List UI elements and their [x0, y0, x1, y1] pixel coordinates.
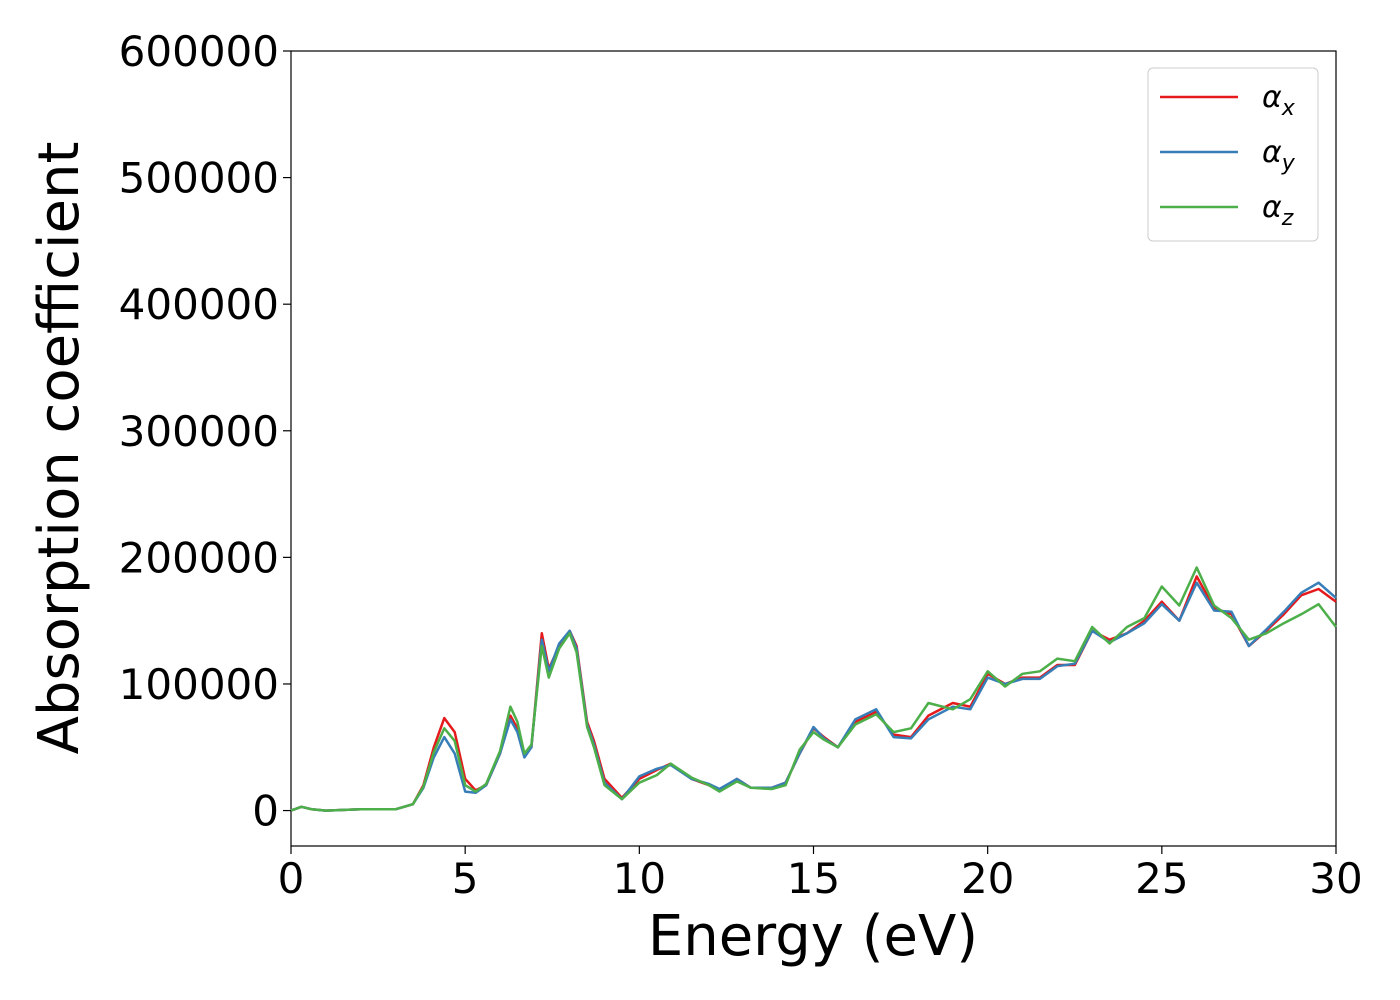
y-tick-label: 300000 [119, 407, 279, 456]
series-line [290, 575, 1337, 812]
legend-box [1147, 67, 1319, 242]
y-tick-label: 0 [252, 787, 279, 836]
x-tick-label: 0 [278, 854, 305, 903]
x-tick-label: 30 [1309, 854, 1362, 903]
legend-label: αy [1262, 135, 1296, 176]
x-tick-label: 10 [613, 854, 666, 903]
series-line [290, 566, 1337, 812]
y-tick-label: 100000 [119, 660, 279, 709]
y-tick-label: 400000 [119, 280, 279, 329]
x-tick-label: 5 [452, 854, 479, 903]
legend-label: αz [1262, 190, 1294, 231]
x-tick-label: 15 [787, 854, 840, 903]
y-axis-label: Absorption coefficient [27, 142, 92, 755]
y-tick-label: 600000 [119, 27, 279, 76]
y-tick-label: 200000 [119, 533, 279, 582]
series-line [290, 581, 1337, 812]
x-tick-label: 25 [1135, 854, 1188, 903]
x-tick-label: 20 [961, 854, 1014, 903]
legend-label: αx [1262, 80, 1296, 121]
y-tick-label: 500000 [119, 154, 279, 203]
x-axis-label: Energy (eV) [648, 904, 978, 969]
